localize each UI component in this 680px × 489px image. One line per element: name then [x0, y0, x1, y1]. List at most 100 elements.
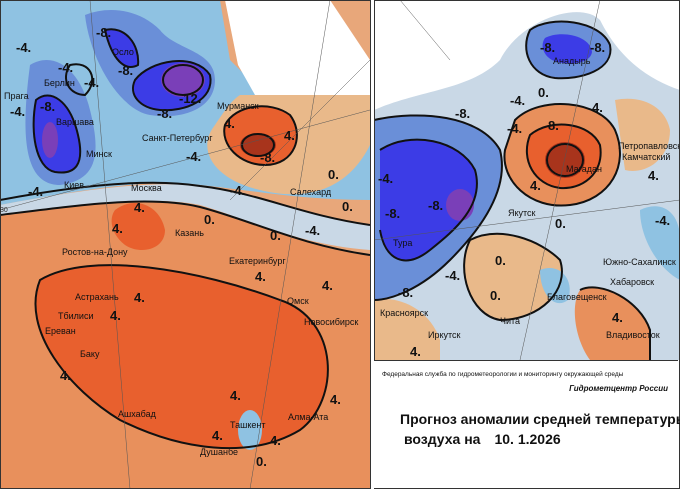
city-label: Хабаровск	[610, 277, 654, 287]
contour-label: 8.	[548, 118, 559, 133]
contour-label: -12.	[179, 91, 201, 106]
cold-peak-siberia	[446, 189, 474, 221]
city-label: Минск	[86, 149, 112, 159]
contour-label: -8.	[385, 206, 400, 221]
contour-label: -8.	[118, 63, 133, 78]
city-label: Якутск	[508, 208, 536, 218]
hot-region-central-asia	[35, 265, 328, 449]
contour-label: -4.	[58, 60, 73, 75]
city-label: Осло	[112, 47, 134, 57]
city-label: Омск	[287, 296, 309, 306]
contour-label: -4.	[378, 171, 393, 186]
graticule	[0, 0, 370, 489]
city-label: Владивосток	[606, 330, 660, 340]
contour-value-labels: -8. -8. -4. 0. -4. 4. 8. 4. -8. -4. -8. …	[378, 40, 670, 359]
contour-label: 0.	[270, 228, 281, 243]
city-label: Анадырь	[553, 56, 591, 66]
forecast-subtitle: воздуха на	[404, 431, 481, 447]
city-label: Новосибирск	[304, 317, 358, 327]
contour-label: 4.	[112, 221, 123, 236]
city-label: Чита	[500, 316, 520, 326]
city-labels: Осло Берлин Прага Варшава Минск Киев Мос…	[4, 47, 358, 457]
city-label: Киев	[64, 180, 84, 190]
city-label: Красноярск	[380, 308, 428, 318]
right-map: Анадырь Петропавловск Камчатский Магадан…	[374, 0, 680, 360]
contour-label: -8.	[540, 40, 555, 55]
contour-label: -8.	[398, 285, 413, 300]
contour-label: 0.	[538, 85, 549, 100]
contour-label: 4.	[212, 428, 223, 443]
contour-label: 4.	[612, 310, 623, 325]
arctic-blank	[225, 0, 370, 95]
city-label: Магадан	[566, 164, 602, 174]
city-label: Южно-Сахалинск	[603, 257, 676, 267]
city-label: Ростов-на-Дону	[62, 247, 128, 257]
city-label: Тбилиси	[58, 311, 94, 321]
contour-label: 4.	[410, 344, 421, 359]
warm-region-kamchatka	[615, 98, 670, 171]
warm-region-primorye	[574, 287, 650, 360]
contour-label: -4.	[655, 213, 670, 228]
contour-label: -4.	[507, 121, 522, 136]
contour-label: -8.	[157, 106, 172, 121]
arctic-blank	[374, 0, 680, 110]
contour-label: 4.	[255, 269, 266, 284]
agency-name: Федеральная служба по гидрометеорологии …	[382, 371, 624, 378]
contour-label: -8.	[590, 40, 605, 55]
contour-label: 4.	[530, 178, 541, 193]
city-label: Ташкент	[230, 420, 265, 430]
cold-peak-warsaw	[42, 122, 58, 158]
city-label: Камчатский	[622, 152, 670, 162]
contour-label: 0.	[342, 199, 353, 214]
city-label: Благовещенск	[547, 292, 607, 302]
contour-label: -4.	[445, 268, 460, 283]
city-label: Ашхабад	[118, 409, 157, 419]
contour-label: -8.	[96, 25, 111, 40]
city-labels: Анадырь Петропавловск Камчатский Магадан…	[380, 56, 680, 340]
city-label: Ереван	[45, 326, 76, 336]
city-label: Берлин	[44, 78, 75, 88]
contour-label: -8.	[455, 106, 470, 121]
city-label: Москва	[131, 183, 162, 193]
contour-label: 4.	[230, 388, 241, 403]
contour-label: -8.	[260, 150, 275, 165]
contour-value-labels: -8. -4. -8. -4. -4. -8. -12. -8. -4. -4.…	[10, 25, 353, 469]
contour-label: 4.	[60, 368, 71, 383]
contour-label: 4.	[284, 128, 295, 143]
city-label: Душанбе	[200, 447, 238, 457]
contour-label: -4.	[28, 184, 43, 199]
center-name: Гидрометцентр России	[569, 384, 668, 393]
city-label: Санкт-Петербург	[142, 133, 213, 143]
warm-core-volga	[111, 202, 165, 250]
contour-lines	[0, 28, 370, 450]
contour-label: 4.	[322, 278, 333, 293]
city-label: Прага	[4, 91, 29, 101]
city-label: Салехард	[290, 187, 332, 197]
contour-label: 4.	[110, 308, 121, 323]
contour-label: -8.	[40, 99, 55, 114]
city-label: Тура	[393, 238, 412, 248]
city-label: Алма-Ата	[288, 412, 328, 422]
city-label: Мурманск	[217, 101, 259, 111]
city-label: Астрахань	[75, 292, 119, 302]
city-label: Петропавловск	[618, 141, 680, 151]
contour-label: -4.	[186, 149, 201, 164]
contour-label: 0.	[204, 212, 215, 227]
contour-label: 0.	[490, 288, 501, 303]
forecast-title: Прогноз аномалии средней температуры	[400, 411, 680, 427]
forecast-date: 10. 1.2026	[494, 431, 561, 447]
hot-peak-magadan	[545, 142, 585, 178]
contour-label: 0.	[328, 167, 339, 182]
contour-label: 0.	[256, 454, 267, 469]
contour-label: 4.	[134, 200, 145, 215]
cold-peak-finland	[161, 63, 205, 97]
near-zero-band	[0, 184, 370, 250]
contour-label: -4.	[510, 93, 525, 108]
contour-label: 4.	[592, 100, 603, 115]
city-label: Варшава	[56, 117, 94, 127]
contour-label: 4.	[648, 168, 659, 183]
contour-label: 4.	[134, 290, 145, 305]
contour-label: -4.	[230, 183, 245, 198]
